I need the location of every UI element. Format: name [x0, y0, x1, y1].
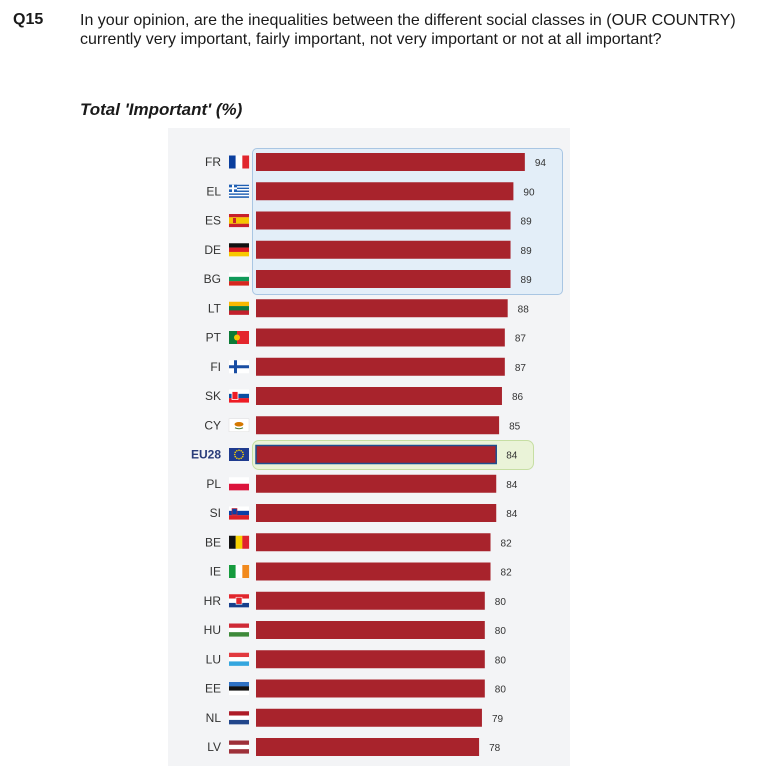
- flag-icon-si: [229, 506, 249, 520]
- flag-icon-hu: [229, 623, 249, 637]
- value-label-lv: 78: [489, 743, 501, 754]
- bar-de: [256, 240, 511, 259]
- category-label-ie: IE: [210, 565, 221, 579]
- category-label-lt: LT: [208, 301, 222, 315]
- flag-icon-es: [229, 214, 249, 228]
- bar-fi: [256, 357, 505, 376]
- bar-eu28: [255, 444, 497, 465]
- bar-ee: [256, 679, 485, 698]
- flag-icon-de: [229, 243, 249, 257]
- category-label-eu28: EU28: [191, 448, 221, 462]
- value-label-sk: 86: [512, 392, 524, 403]
- bar-lt: [256, 299, 508, 318]
- value-label-eu28: 84: [506, 451, 518, 462]
- category-label-pl: PL: [206, 477, 221, 491]
- category-label-be: BE: [205, 535, 221, 549]
- value-label-si: 84: [506, 509, 518, 520]
- bar-el: [256, 182, 514, 201]
- flag-icon-lv: [229, 740, 249, 754]
- flag-icon-hr: [229, 594, 249, 608]
- category-label-pt: PT: [206, 331, 222, 345]
- category-label-es: ES: [205, 214, 221, 228]
- bar-fr: [256, 153, 525, 171]
- category-label-sk: SK: [205, 389, 221, 403]
- bar-be: [256, 533, 491, 552]
- flag-icon-lt: [229, 301, 249, 315]
- value-label-be: 82: [501, 538, 513, 549]
- value-label-ee: 80: [495, 685, 507, 696]
- value-label-pt: 87: [515, 334, 527, 345]
- bar-cy: [256, 416, 500, 435]
- bar-nl: [256, 708, 482, 727]
- flag-icon-bg: [229, 272, 249, 286]
- category-label-fi: FI: [210, 360, 221, 374]
- bar-bg: [256, 270, 511, 288]
- value-label-el: 90: [523, 187, 535, 198]
- bar-lu: [256, 650, 485, 669]
- category-label-hu: HU: [204, 623, 221, 637]
- flag-icon-eu28: [229, 448, 249, 461]
- value-label-hu: 80: [495, 626, 507, 637]
- value-label-ie: 82: [501, 568, 513, 579]
- value-label-lu: 80: [495, 655, 507, 666]
- value-label-pl: 84: [506, 480, 518, 491]
- value-label-hr: 80: [495, 597, 507, 608]
- flag-icon-lu: [229, 652, 249, 666]
- value-label-fr: 94: [535, 158, 547, 169]
- question-number: Q15: [13, 11, 44, 28]
- value-label-cy: 85: [509, 421, 521, 432]
- category-label-si: SI: [210, 506, 221, 520]
- category-label-el: EL: [206, 184, 221, 198]
- flag-icon-sk: [229, 389, 249, 403]
- flag-icon-pl: [229, 477, 249, 491]
- flag-icon-pt: [229, 331, 249, 344]
- bar-hu: [256, 621, 485, 639]
- question-text: In your opinion, are the inequalities be…: [80, 12, 736, 48]
- category-label-ee: EE: [205, 682, 221, 696]
- flag-icon-be: [229, 535, 250, 549]
- category-label-lu: LU: [206, 652, 221, 666]
- value-label-nl: 79: [492, 714, 504, 725]
- category-label-cy: CY: [204, 418, 221, 432]
- category-label-hr: HR: [204, 594, 222, 608]
- flag-icon-fi: [229, 360, 249, 374]
- category-label-de: DE: [204, 243, 221, 257]
- value-label-es: 89: [521, 217, 533, 228]
- flag-icon-el: [229, 184, 249, 198]
- bar-sk: [256, 387, 502, 405]
- flag-icon-ee: [229, 682, 249, 696]
- chart-title: Total 'Important' (%): [80, 100, 243, 119]
- bar-pl: [256, 474, 497, 493]
- category-label-bg: BG: [204, 272, 221, 286]
- bar-lv: [256, 738, 480, 756]
- category-label-lv: LV: [207, 740, 221, 754]
- category-label-nl: NL: [206, 711, 222, 725]
- flag-icon-fr: [229, 155, 250, 169]
- flag-icon-nl: [229, 711, 249, 725]
- value-label-de: 89: [521, 246, 533, 257]
- value-label-lt: 88: [518, 304, 530, 315]
- value-label-fi: 87: [515, 363, 527, 374]
- value-label-bg: 89: [521, 275, 533, 286]
- bar-hr: [256, 591, 485, 610]
- bar-si: [256, 504, 497, 522]
- bar-ie: [256, 562, 491, 581]
- bar-es: [256, 211, 511, 230]
- flag-icon-cy: [228, 418, 250, 432]
- bar-pt: [256, 328, 505, 347]
- flag-icon-ie: [229, 565, 250, 578]
- category-label-fr: FR: [205, 155, 221, 169]
